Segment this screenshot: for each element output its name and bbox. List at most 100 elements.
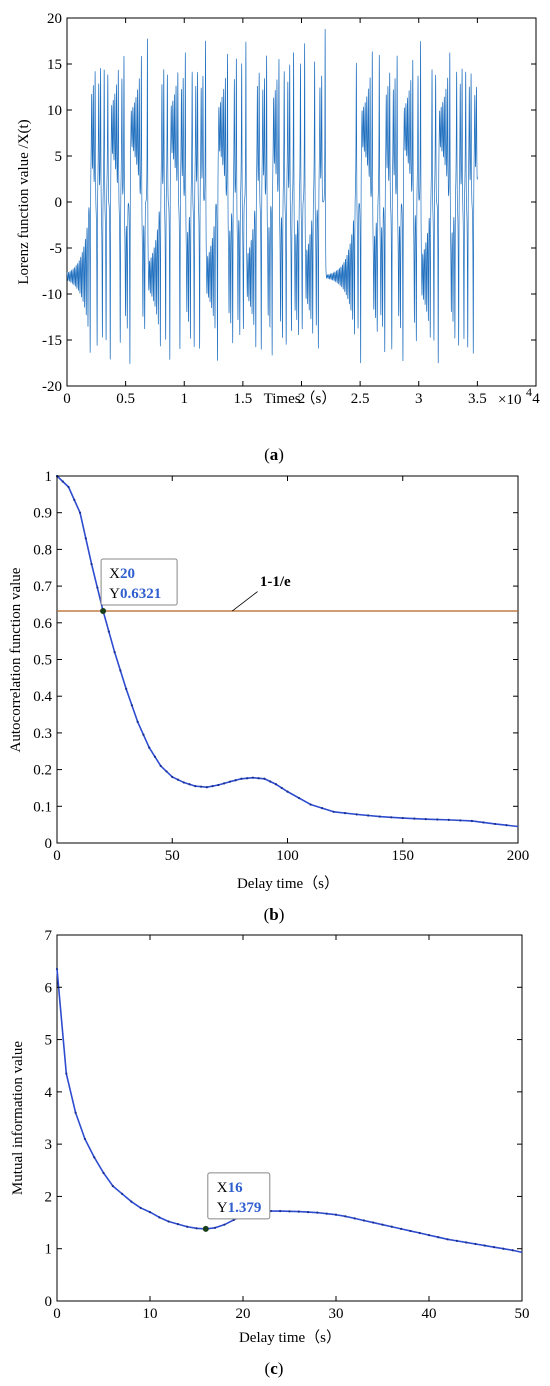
series-point (158, 1216, 161, 1219)
series-point (217, 783, 220, 787)
series-point (482, 821, 485, 824)
series-point (470, 819, 473, 823)
series-point (493, 822, 497, 826)
y-tick-label: 0.6 (33, 616, 52, 632)
series-point (142, 733, 145, 736)
series-point (211, 785, 214, 788)
series-point (228, 780, 231, 783)
series-point (205, 786, 208, 789)
series-point (344, 1215, 347, 1218)
datatip-x-value: 16 (228, 1180, 244, 1196)
panel-c-y-label: Mutual information value (10, 1041, 26, 1195)
x-tick-label: 0.5 (116, 391, 135, 407)
y-tick-label: 7 (45, 928, 53, 944)
x-tick-label: 40 (422, 1306, 437, 1322)
series-point (130, 1200, 133, 1203)
series-point (355, 813, 358, 816)
y-tick-label: -15 (42, 333, 62, 349)
plot-b-frame (56, 475, 519, 844)
series-point (344, 811, 347, 815)
panel-a-x-label: Times（s） (264, 390, 337, 407)
series-point (121, 1192, 124, 1195)
y-tick-label: -10 (42, 287, 62, 303)
series-point (234, 779, 237, 782)
series-point (61, 480, 64, 483)
series-point (316, 1211, 319, 1214)
series-point (223, 1223, 226, 1226)
series-point (309, 803, 312, 806)
series-point (297, 1210, 300, 1213)
x-tick-label: 1 (181, 391, 189, 407)
datatip-x-text: X16 (217, 1180, 243, 1196)
series-point (251, 776, 255, 779)
panel-a-x-exponent-power: 4 (526, 385, 532, 399)
series-point (334, 1213, 338, 1216)
series-point (182, 781, 185, 784)
series-point (148, 1211, 152, 1214)
series-point (78, 511, 82, 514)
series-point (240, 777, 243, 780)
series-point (119, 669, 122, 672)
datatip-y-prefix: Y (109, 586, 120, 602)
y-tick-label: 6 (45, 980, 53, 996)
x-tick-label: 1.5 (234, 391, 253, 407)
y-tick-label: 2 (45, 1189, 53, 1205)
y-tick-label: 0.8 (33, 542, 52, 558)
series-point (437, 1236, 440, 1239)
x-tick-label: 100 (276, 848, 299, 864)
reference-label-leader (231, 591, 258, 612)
series-point (96, 586, 99, 589)
series-point (195, 1227, 198, 1230)
panel-c-datatip: X16 Y1.379 (202, 1172, 271, 1232)
datatip-y-text: Y0.6321 (109, 586, 161, 602)
series-point (390, 816, 393, 819)
series-point (378, 815, 381, 818)
x-tick-label: 3.5 (468, 391, 487, 407)
panel-b-y-ticks: 0 0.1 0.2 0.3 0.4 0.5 0.6 0.7 0.8 0.9 1 (33, 469, 518, 852)
series-point (232, 1218, 235, 1222)
y-tick-label: 0 (45, 836, 53, 852)
series-point (362, 1219, 365, 1222)
series-point (111, 1184, 114, 1188)
series-point (307, 1211, 310, 1214)
panel-c: 0 10 20 30 40 50 0 1 2 3 4 5 6 7 X16 Y1.379 Delay ti… (10, 928, 530, 1378)
series-point (436, 818, 439, 821)
datatip-x-prefix: X (217, 1180, 228, 1196)
x-tick-label: 2 (298, 391, 306, 407)
datatip-y-text: Y1.379 (217, 1200, 262, 1216)
series-point (153, 755, 157, 758)
y-tick-label: 0.5 (33, 653, 52, 669)
series-point (286, 790, 289, 793)
panel-c-x-label: Delay time（s） (239, 1329, 341, 1346)
panel-c-series-group (55, 967, 523, 1254)
y-tick-label: 3 (45, 1137, 53, 1153)
series-point (167, 1220, 170, 1223)
datatip-y-prefix: Y (217, 1200, 228, 1216)
series-point (159, 764, 162, 768)
series-point (427, 1234, 431, 1237)
panel-a-y-ticks: -20 -15 -10 -5 0 5 10 15 20 (42, 11, 536, 395)
datatip-y-value: 1.379 (228, 1200, 262, 1216)
panel-a-x-exponent: ×10 (498, 392, 521, 408)
x-tick-label: 10 (143, 1306, 158, 1322)
x-tick-label: 2.5 (351, 391, 370, 407)
datatip-box (100, 558, 178, 606)
x-tick-label: 0 (53, 1306, 61, 1322)
series-point (401, 816, 404, 820)
series-point (90, 562, 93, 566)
series-point (67, 485, 70, 489)
series-point (455, 1239, 458, 1242)
panel-c-y-ticks: 0 1 2 3 4 5 6 7 (45, 928, 522, 1310)
series-point (320, 807, 324, 810)
series-point (474, 1242, 477, 1246)
series-point (367, 814, 370, 817)
series-point (176, 778, 180, 781)
panel-b-datatip: X20 Y0.6321 (100, 558, 178, 615)
series-point (214, 1226, 217, 1229)
datatip-x-text: X20 (109, 566, 135, 582)
datatip-box (207, 1172, 271, 1220)
series-point (165, 770, 168, 773)
x-tick-label: 4 (532, 391, 540, 407)
x-tick-label: 20 (236, 1306, 251, 1322)
datatip-marker (100, 608, 107, 615)
